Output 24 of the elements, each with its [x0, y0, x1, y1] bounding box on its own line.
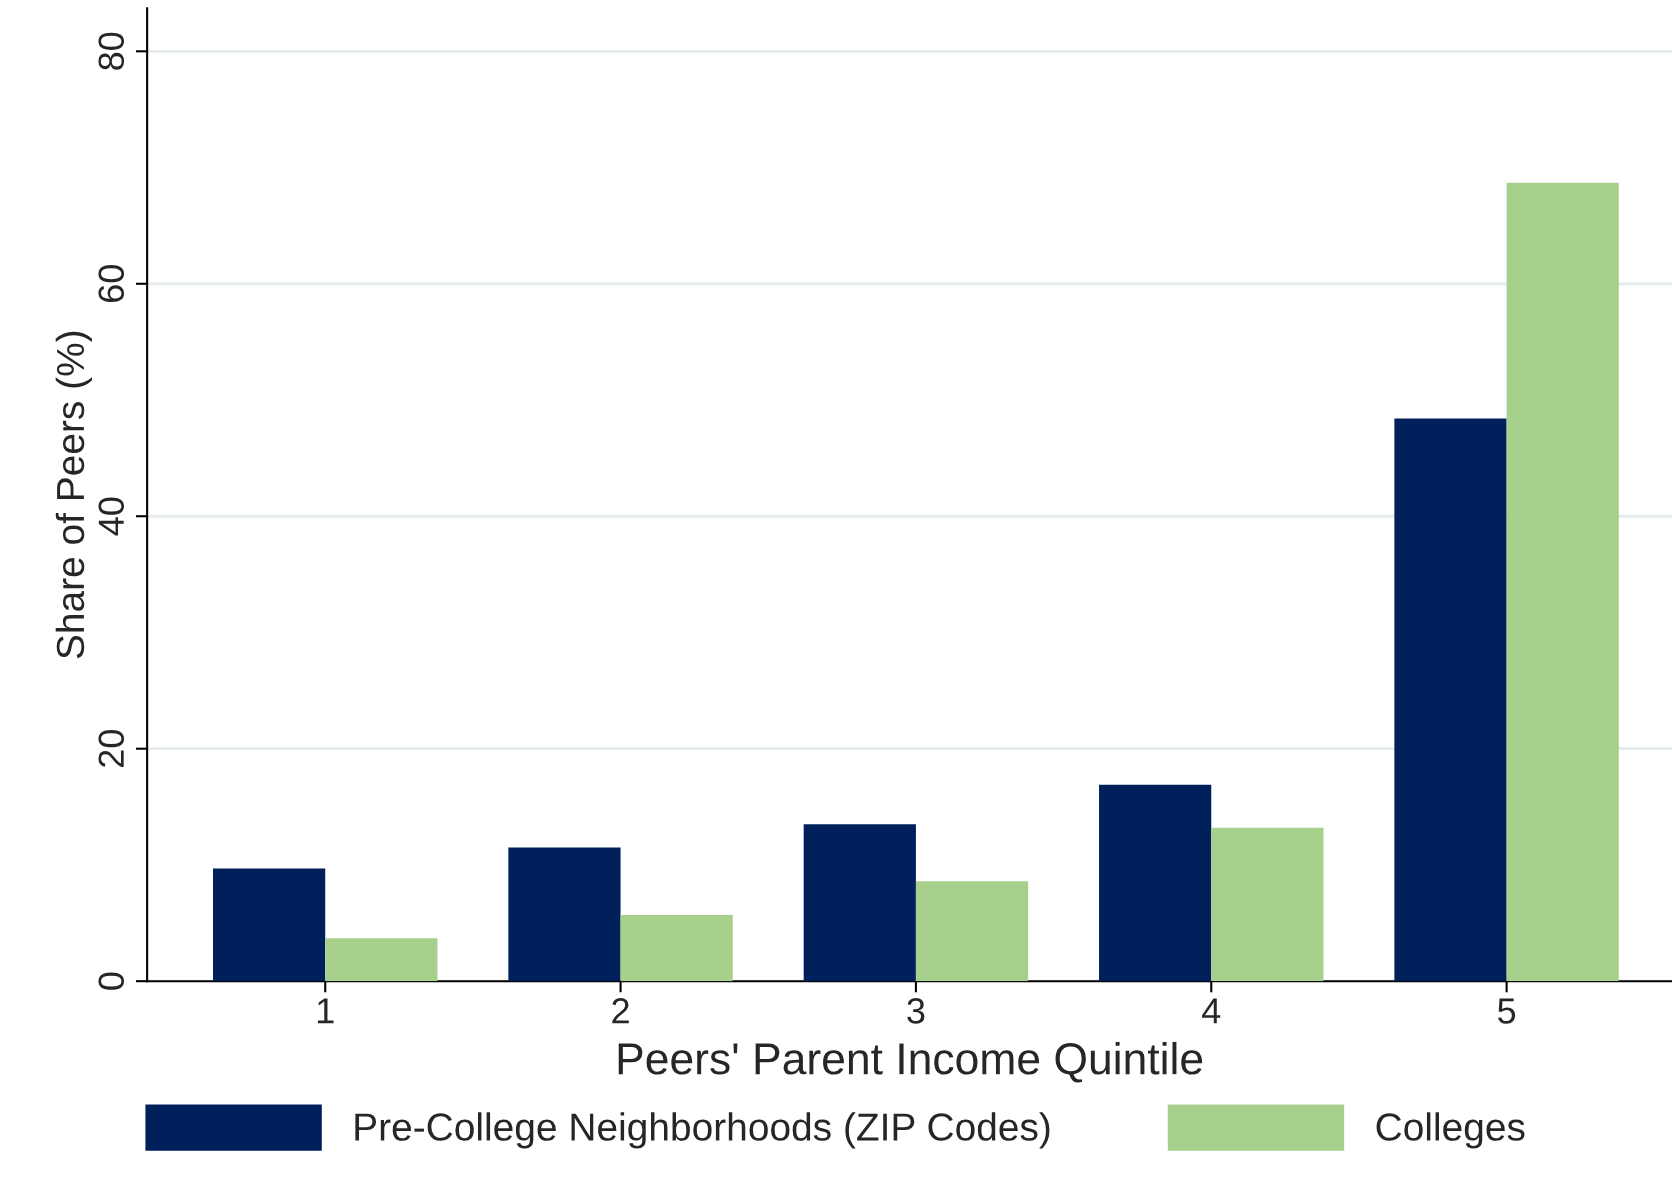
bar [1099, 784, 1212, 982]
y-tick-label: 40 [98, 497, 125, 536]
legend-label: Pre-College Neighborhoods (ZIP Codes) [355, 1112, 1050, 1149]
y-tick-label: 60 [98, 265, 125, 303]
y-tick-label: 0 [98, 972, 125, 990]
bar [915, 881, 1029, 982]
x-tick-label: 4 [1202, 998, 1221, 1024]
x-axis-title: Peers' Parent Income Quintile [618, 1041, 1203, 1083]
bar [325, 938, 438, 982]
x-tick-label: 3 [907, 998, 925, 1024]
y-tick-label: 80 [98, 32, 125, 70]
bar [803, 824, 916, 982]
bar [508, 847, 621, 982]
bar [1394, 418, 1507, 982]
bar [1211, 827, 1324, 982]
x-tick-label: 1 [317, 998, 334, 1024]
bar [1506, 182, 1619, 982]
bar [213, 868, 326, 982]
x-tick-label: 2 [612, 998, 629, 1024]
bar [620, 914, 733, 982]
legend-label: Colleges [1376, 1112, 1525, 1149]
y-tick-label: 20 [98, 730, 125, 767]
x-tick-label: 5 [1498, 998, 1516, 1024]
y-axis-title: Share of Peers (%) [55, 331, 92, 659]
